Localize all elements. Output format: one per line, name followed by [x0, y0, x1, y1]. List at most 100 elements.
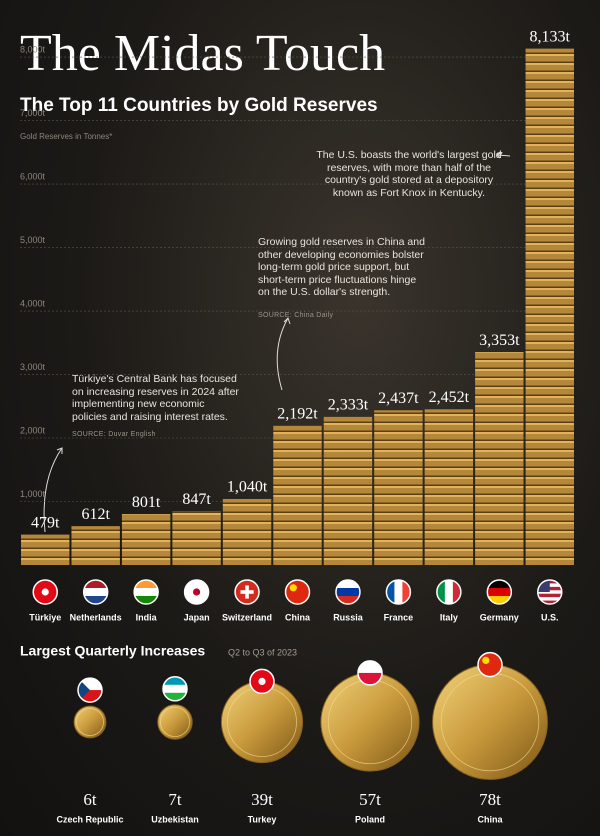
category-label: China — [477, 814, 503, 824]
y-tick-label: 5,000t — [20, 235, 46, 245]
x-tick-label: Netherlands — [70, 612, 122, 622]
flag — [163, 676, 187, 701]
flag — [78, 678, 102, 703]
bar — [525, 48, 574, 565]
y-axis-label: Gold Reserves in Tonnes* — [20, 132, 112, 141]
y-tick-label: 6,000t — [20, 171, 46, 181]
flag-border — [537, 579, 563, 605]
section-title: Largest Quarterly Increases — [20, 643, 205, 659]
value-label: 2,333t — [328, 397, 369, 414]
coin — [432, 664, 548, 780]
annotation: The U.S. boasts the world's largest gold… — [316, 149, 502, 199]
value-label: 39t — [251, 790, 273, 809]
flag-stripe — [537, 600, 562, 604]
x-tick-label: Italy — [440, 612, 458, 622]
flag-border — [436, 579, 462, 605]
x-tick-label: Switzerland — [222, 612, 272, 622]
flag-border — [385, 579, 412, 605]
flag-stripe — [335, 580, 360, 589]
flag — [537, 580, 562, 604]
flag-stripe — [487, 580, 512, 589]
flag-stripe — [452, 580, 461, 604]
value-label: 1,040t — [227, 479, 268, 496]
x-tick-label: France — [384, 612, 414, 622]
x-tick-label: Germany — [480, 612, 519, 622]
coin — [73, 705, 107, 739]
annotation-source: SOURCE: China Daily — [258, 312, 334, 319]
y-tick-label: 8,000t — [20, 44, 46, 54]
coin — [157, 704, 193, 740]
bar — [323, 416, 373, 565]
flag-stripe — [358, 672, 382, 685]
flag-border — [162, 676, 188, 702]
bar — [222, 498, 272, 565]
value-label: 2,192t — [277, 405, 318, 422]
flag-stripe — [163, 676, 187, 686]
annotation-source: SOURCE: Duvar English — [72, 431, 156, 438]
flag-stripe — [487, 588, 512, 597]
value-label: 847t — [182, 491, 211, 508]
flag-stripe — [537, 593, 562, 598]
flag-stripe — [358, 660, 382, 674]
chart-subtitle: The Top 11 Countries by Gold Reserves — [20, 95, 378, 116]
y-tick-label: 4,000t — [20, 298, 46, 308]
flag — [83, 580, 108, 604]
coin-rim — [76, 708, 104, 736]
y-tick-label: 1,000t — [20, 489, 46, 499]
flag — [436, 580, 461, 604]
bar — [374, 410, 423, 565]
flag-stripe — [83, 588, 108, 597]
bar — [121, 514, 171, 565]
flag-stripe — [487, 596, 512, 604]
y-tick-label: 2,000t — [20, 425, 46, 435]
flag-emblem — [289, 584, 297, 592]
x-tick-label: Russia — [333, 612, 364, 622]
flag-stripe — [537, 590, 562, 595]
flag — [335, 580, 360, 604]
bar — [21, 534, 70, 565]
value-label: 801t — [132, 494, 161, 511]
flag-stripe — [436, 580, 446, 604]
flag-border — [486, 579, 513, 605]
arrow — [43, 447, 63, 533]
value-label: 2,437t — [378, 390, 419, 407]
flag-stripe — [386, 580, 395, 604]
flag — [358, 660, 382, 685]
x-tick-label: Japan — [184, 612, 210, 622]
chart-title: The Midas Touch — [20, 25, 385, 82]
category-label: Czech Republic — [56, 814, 123, 824]
section-subtitle: Q2 to Q3 of 2023 — [228, 647, 297, 657]
flag-stripe — [335, 588, 360, 597]
value-label: 8,133t — [530, 28, 571, 45]
arrow — [276, 317, 291, 391]
category-label: Uzbekistan — [151, 814, 199, 824]
value-label: 6t — [83, 790, 97, 809]
coin-rim — [159, 706, 191, 738]
category-label: Poland — [355, 814, 385, 824]
category-label: Turkey — [248, 814, 277, 824]
annotation: Growing gold reserves in China and other… — [258, 236, 425, 298]
flag-stripe — [402, 580, 411, 604]
flag-border — [477, 651, 503, 678]
flag-emblem — [482, 656, 490, 664]
flag-border — [183, 579, 210, 605]
x-tick-label: U.S. — [541, 612, 559, 622]
flag-border — [357, 660, 383, 686]
flag-stripe — [444, 580, 454, 604]
flag-border — [284, 579, 311, 605]
flag-border — [32, 579, 58, 605]
coin — [320, 672, 420, 772]
flag-border — [335, 579, 361, 605]
x-tick-label: Türkiye — [29, 612, 61, 622]
bar — [424, 409, 474, 565]
arrow — [496, 151, 511, 159]
x-tick-label: China — [285, 612, 311, 622]
value-label: 7t — [168, 790, 182, 809]
flag-stripe — [83, 580, 108, 589]
value-label: 57t — [359, 790, 381, 809]
flag-emblem — [41, 588, 49, 596]
flag-stripe — [83, 596, 108, 604]
flag-stripe — [163, 692, 187, 701]
value-label: 2,452t — [429, 389, 470, 406]
